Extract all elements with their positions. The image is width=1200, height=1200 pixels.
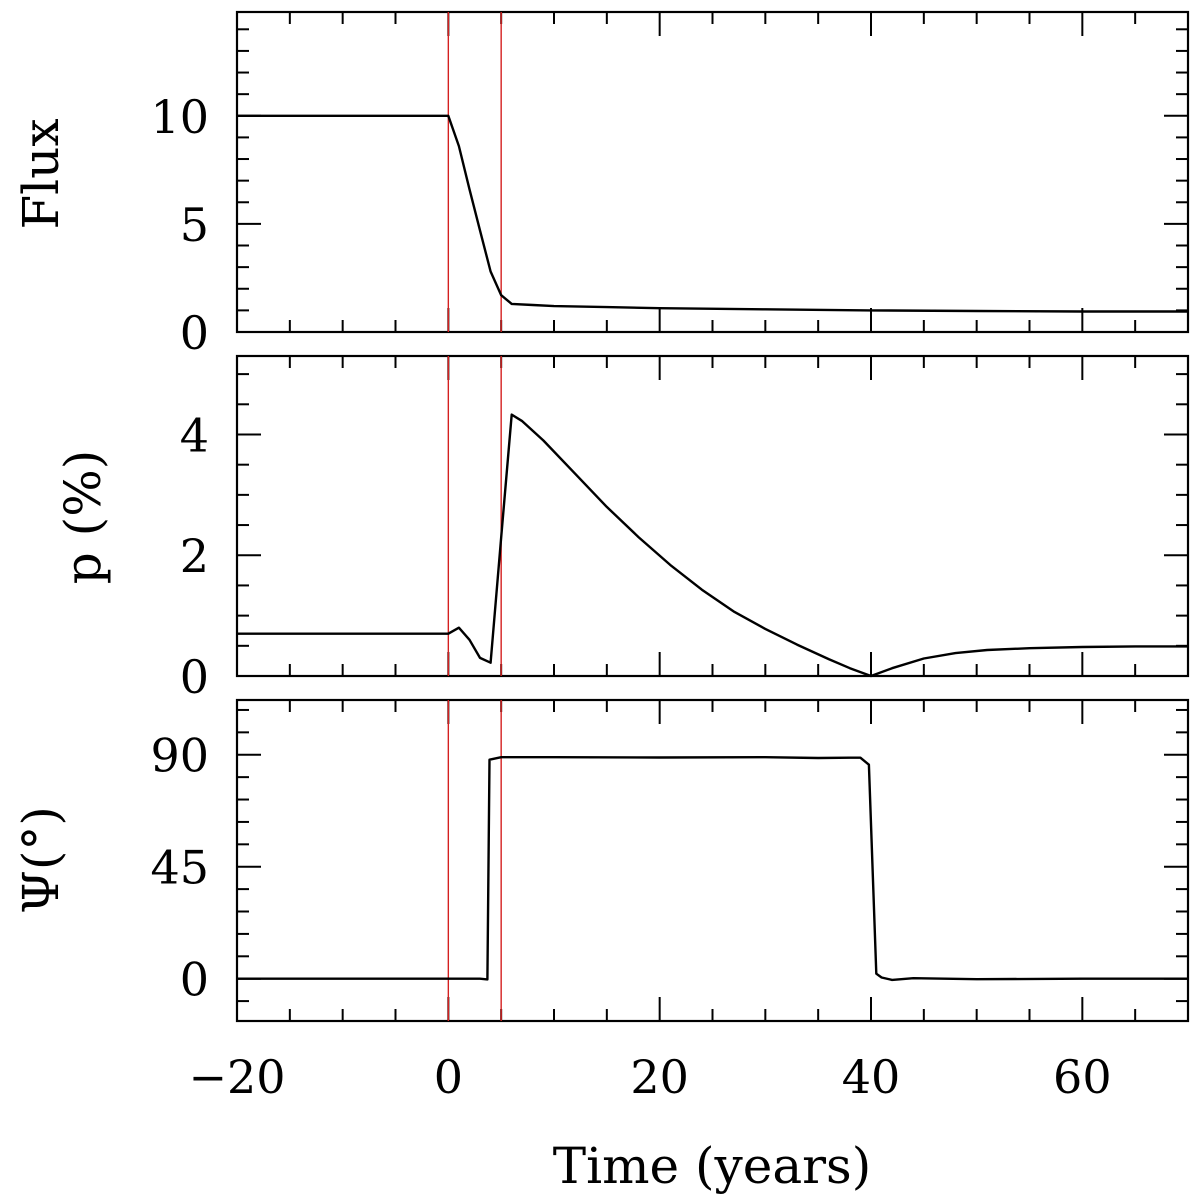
x-tick-label: −20 xyxy=(188,1050,285,1104)
x-tick-label: 40 xyxy=(842,1050,901,1104)
y-tick-label-polarization: 0 xyxy=(180,650,209,704)
series-line-flux xyxy=(237,114,1188,313)
y-tick-label-flux: 5 xyxy=(180,198,209,252)
y-tick-label-angle: 90 xyxy=(150,729,209,783)
panel-polarization: p (%) 0 2 4 xyxy=(54,354,1190,704)
x-tick-label: 0 xyxy=(434,1050,463,1104)
series-line-polarization xyxy=(237,413,1188,678)
y-tick-label-polarization: 2 xyxy=(180,529,209,583)
series-line-angle xyxy=(237,756,1188,982)
axes-frame-polarization xyxy=(235,354,1190,678)
y-tick-label-flux: 10 xyxy=(150,90,209,144)
axes-frame-flux xyxy=(235,10,1190,334)
axes-frame-angle xyxy=(235,698,1190,1023)
y-axis-label-polarization: p (%) xyxy=(54,450,112,584)
y-tick-label-polarization: 4 xyxy=(180,408,209,462)
y-tick-label-flux: 0 xyxy=(180,306,209,360)
y-tick-label-angle: 45 xyxy=(150,841,209,895)
y-axis-label-angle: Ψ(°) xyxy=(12,806,70,914)
x-tick-label: 60 xyxy=(1053,1050,1112,1104)
y-axis-label-flux: Flux xyxy=(12,118,70,229)
x-axis-label: Time (years) xyxy=(553,1137,871,1195)
x-tick-label: 20 xyxy=(630,1050,689,1104)
y-tick-label-angle: 0 xyxy=(180,953,209,1007)
panel-angle: Ψ(°) 0 45 90 xyxy=(12,698,1190,1023)
panel-flux: Flux 0 5 10 xyxy=(12,10,1190,360)
